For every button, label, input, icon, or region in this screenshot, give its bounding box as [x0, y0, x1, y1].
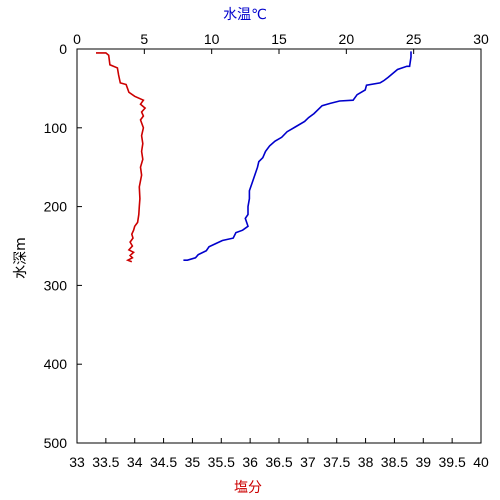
- bottom-axis-tick-label: 35.5: [208, 454, 235, 470]
- bottom-axis-tick-label: 40: [473, 454, 489, 470]
- bottom-axis-tick-label: 36: [242, 454, 258, 470]
- bottom-axis-tick-label: 34: [127, 454, 143, 470]
- bottom-axis-tick-label: 35: [185, 454, 201, 470]
- y-axis-title: 水深m: [13, 237, 29, 279]
- bottom-axis-tick-label: 37: [300, 454, 316, 470]
- plot-frame: [76, 48, 482, 444]
- y-axis-tick-label: 500: [44, 435, 68, 451]
- top-axis-tick-label: 10: [204, 31, 220, 47]
- y-axis-tick-label: 200: [44, 199, 68, 215]
- y-axis-tick-label: 300: [44, 277, 68, 293]
- salinity-series-line: [96, 52, 147, 263]
- y-axis-tick-label: 400: [44, 356, 68, 372]
- top-axis-tick-label: 0: [73, 31, 81, 47]
- bottom-axis-tick-label: 33.5: [92, 454, 119, 470]
- y-axis-tick-label: 0: [59, 41, 67, 57]
- top-axis-title: 水温℃: [223, 7, 267, 23]
- bottom-axis-tick-label: 33: [69, 454, 85, 470]
- bottom-axis-tick-label: 39: [415, 454, 431, 470]
- bottom-axis-tick-label: 39.5: [439, 454, 466, 470]
- bottom-axis-tick-label: 36.5: [265, 454, 292, 470]
- top-axis-tick-label: 5: [140, 31, 148, 47]
- bottom-axis-tick-label: 37.5: [323, 454, 350, 470]
- top-axis-tick-label: 25: [406, 31, 422, 47]
- bottom-axis-tick-label: 34.5: [150, 454, 177, 470]
- series-layer: [96, 51, 412, 263]
- top-axis-tick-label: 30: [473, 31, 489, 47]
- bottom-axis-tick-label: 38: [358, 454, 374, 470]
- top-axis-tick-label: 15: [271, 31, 287, 47]
- temperature-series-line: [183, 51, 412, 262]
- y-axis-tick-label: 100: [44, 120, 68, 136]
- bottom-axis-tick-label: 38.5: [381, 454, 408, 470]
- top-axis-tick-label: 20: [339, 31, 355, 47]
- ticks-layer: 0 5 10 15 20 25 30 33 33.5 34 34.5 35 35.5 36 36.5 37 37…: [44, 31, 489, 470]
- bottom-axis-title: 塩分: [234, 480, 262, 496]
